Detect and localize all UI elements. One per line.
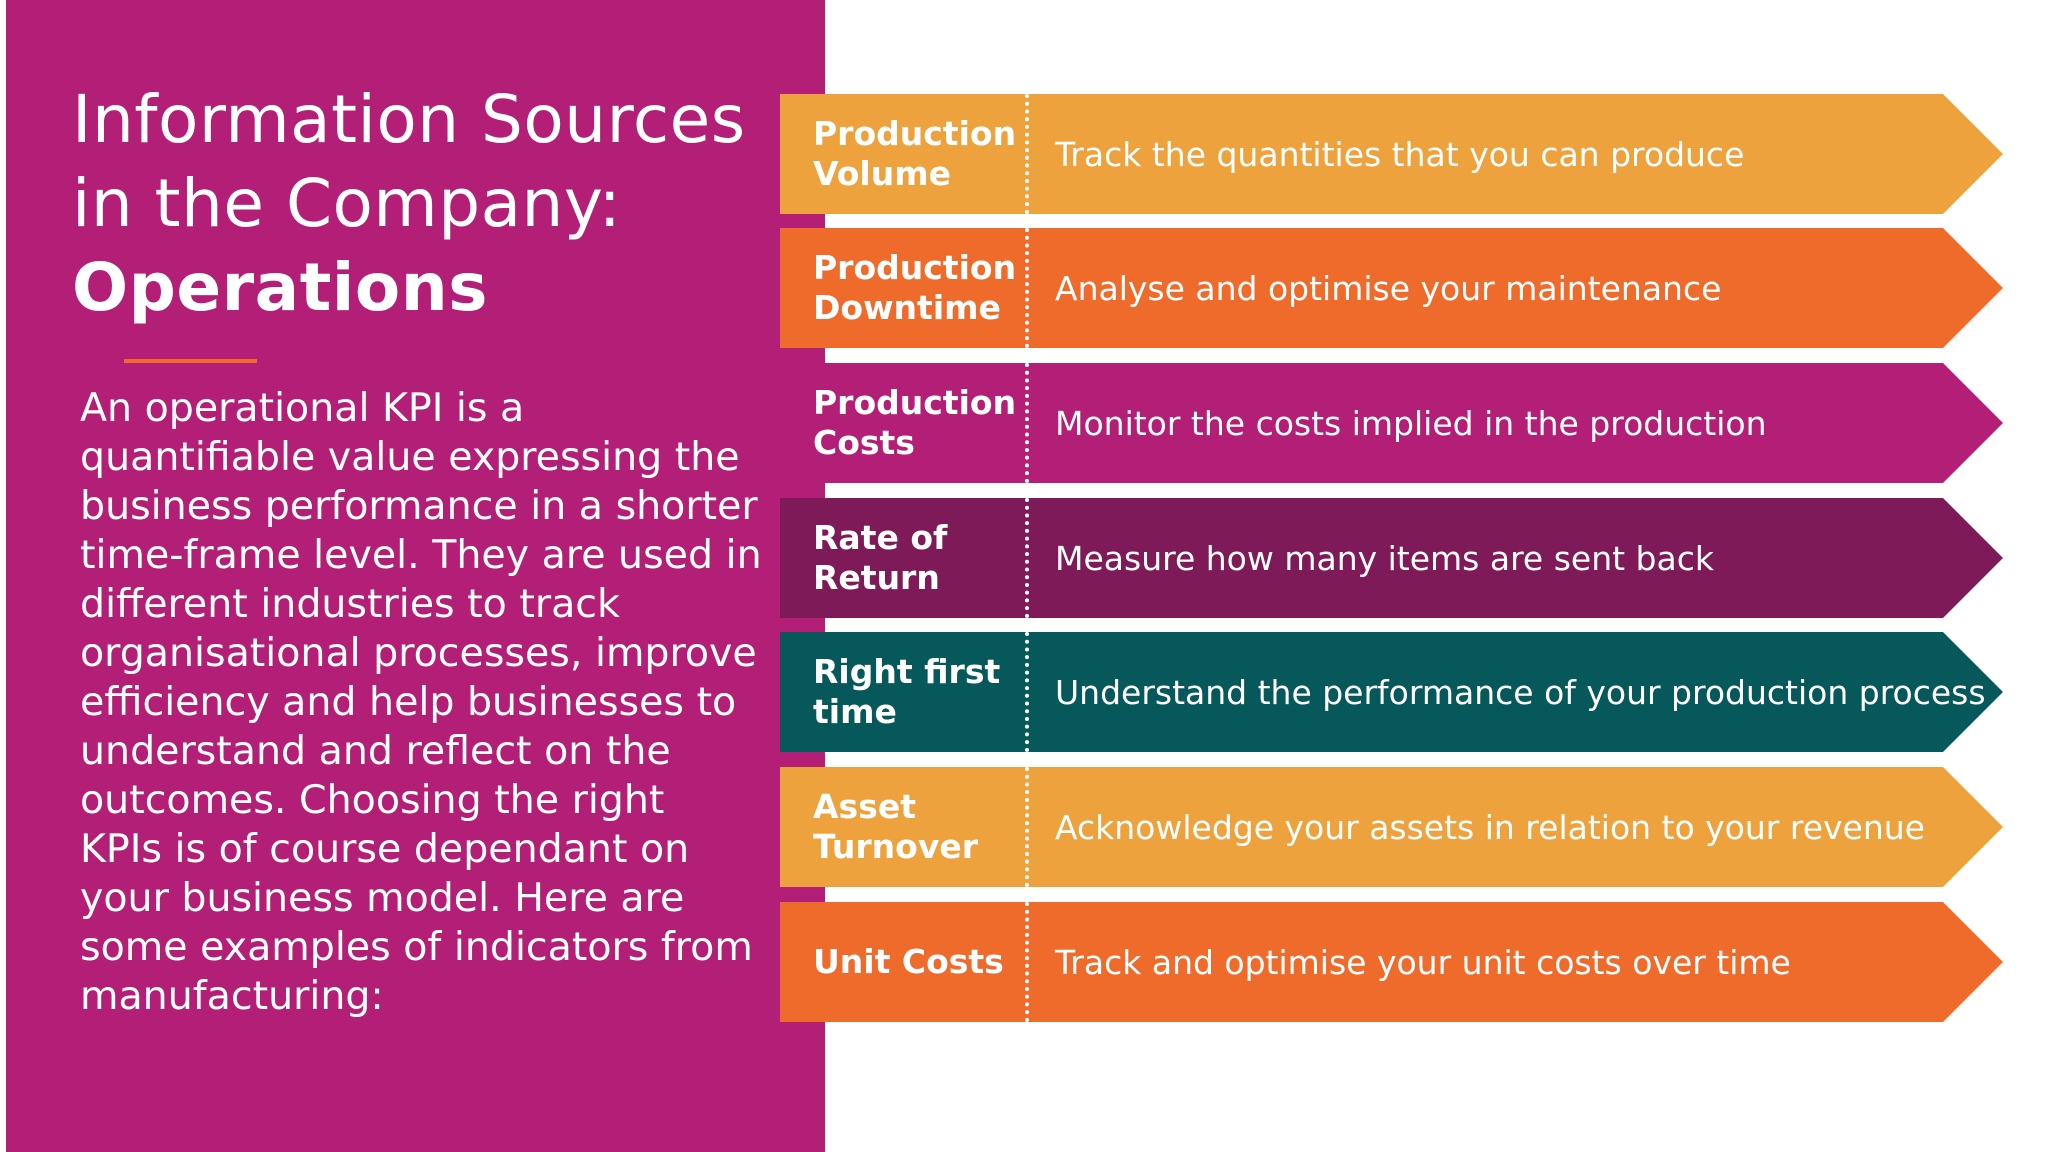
kpi-arrow-banner bbox=[780, 632, 2003, 752]
kpi-row-production-volume: Production Volume Track the quantities t… bbox=[780, 94, 2003, 214]
kpi-row-asset-turnover: Asset Turnover Acknowledge your assets i… bbox=[780, 767, 2003, 887]
slide-title: Information Sources in the Company: Oper… bbox=[72, 78, 772, 330]
title-line-3: Operations bbox=[72, 249, 488, 326]
body-line: time-frame level. They are used in bbox=[80, 532, 762, 578]
dotted-separator bbox=[1025, 767, 1029, 887]
title-divider bbox=[124, 359, 257, 363]
left-panel: Information Sources in the Company: Oper… bbox=[6, 0, 825, 1152]
dotted-separator bbox=[1025, 363, 1029, 483]
body-line: different industries to track bbox=[80, 581, 620, 627]
kpi-label: Unit Costs bbox=[813, 942, 1004, 981]
kpi-row-production-costs: Production Costs Monitor the costs impli… bbox=[780, 363, 2003, 483]
kpi-row-right-first-time: Right first time Understand the performa… bbox=[780, 632, 2003, 752]
kpi-description: Measure how many items are sent back bbox=[1055, 538, 1714, 578]
kpi-arrow-banner bbox=[780, 363, 2003, 483]
body-line: understand and reflect on the bbox=[80, 728, 671, 774]
dotted-separator bbox=[1025, 228, 1029, 348]
body-line: some examples of indicators from bbox=[80, 924, 753, 970]
kpi-label: Production Downtime bbox=[813, 248, 1017, 327]
kpi-description: Track the quantities that you can produc… bbox=[1055, 134, 1745, 174]
body-line: efficiency and help businesses to bbox=[80, 679, 737, 725]
dotted-separator bbox=[1025, 632, 1029, 752]
dotted-separator bbox=[1025, 902, 1029, 1022]
kpi-arrow-banner bbox=[780, 902, 2003, 1022]
body-line: manufacturing: bbox=[80, 973, 384, 1019]
kpi-row-unit-costs: Unit Costs Track and optimise your unit … bbox=[780, 902, 2003, 1022]
body-line: your business model. Here are bbox=[80, 875, 685, 921]
body-line: business performance in a shorter bbox=[80, 483, 758, 529]
kpi-arrow-banner bbox=[780, 228, 2003, 348]
body-line: organisational processes, improve bbox=[80, 630, 757, 676]
title-line-1: Information Sources bbox=[72, 81, 746, 158]
body-line: An operational KPI is a bbox=[80, 385, 525, 431]
kpi-label: Production Volume bbox=[813, 114, 1017, 193]
kpi-description: Monitor the costs implied in the product… bbox=[1055, 403, 1767, 443]
kpi-arrow-banner bbox=[780, 94, 2003, 214]
kpi-row-production-downtime: Production Downtime Analyse and optimise… bbox=[780, 228, 2003, 348]
kpi-label: Asset Turnover bbox=[813, 787, 978, 866]
kpi-description: Analyse and optimise your maintenance bbox=[1055, 268, 1722, 308]
kpi-description: Acknowledge your assets in relation to y… bbox=[1055, 807, 1925, 847]
kpi-label: Rate of Return bbox=[813, 518, 948, 597]
body-paragraph: An operational KPI is a quantifiable val… bbox=[80, 384, 762, 1021]
kpi-row-rate-of-return: Rate of Return Measure how many items ar… bbox=[780, 498, 2003, 618]
body-line: outcomes. Choosing the right bbox=[80, 777, 665, 823]
kpi-description: Understand the performance of your produ… bbox=[1055, 672, 1986, 712]
kpi-arrow-banner bbox=[780, 767, 2003, 887]
kpi-arrow-banner bbox=[780, 498, 2003, 618]
kpi-description: Track and optimise your unit costs over … bbox=[1055, 942, 1791, 982]
kpi-label: Production Costs bbox=[813, 383, 1017, 462]
dotted-separator bbox=[1025, 94, 1029, 214]
dotted-separator bbox=[1025, 498, 1029, 618]
body-line: KPIs is of course dependant on bbox=[80, 826, 690, 872]
title-line-2: in the Company: bbox=[72, 165, 622, 242]
kpi-label: Right first time bbox=[813, 652, 1001, 731]
body-line: quantifiable value expressing the bbox=[80, 434, 740, 480]
